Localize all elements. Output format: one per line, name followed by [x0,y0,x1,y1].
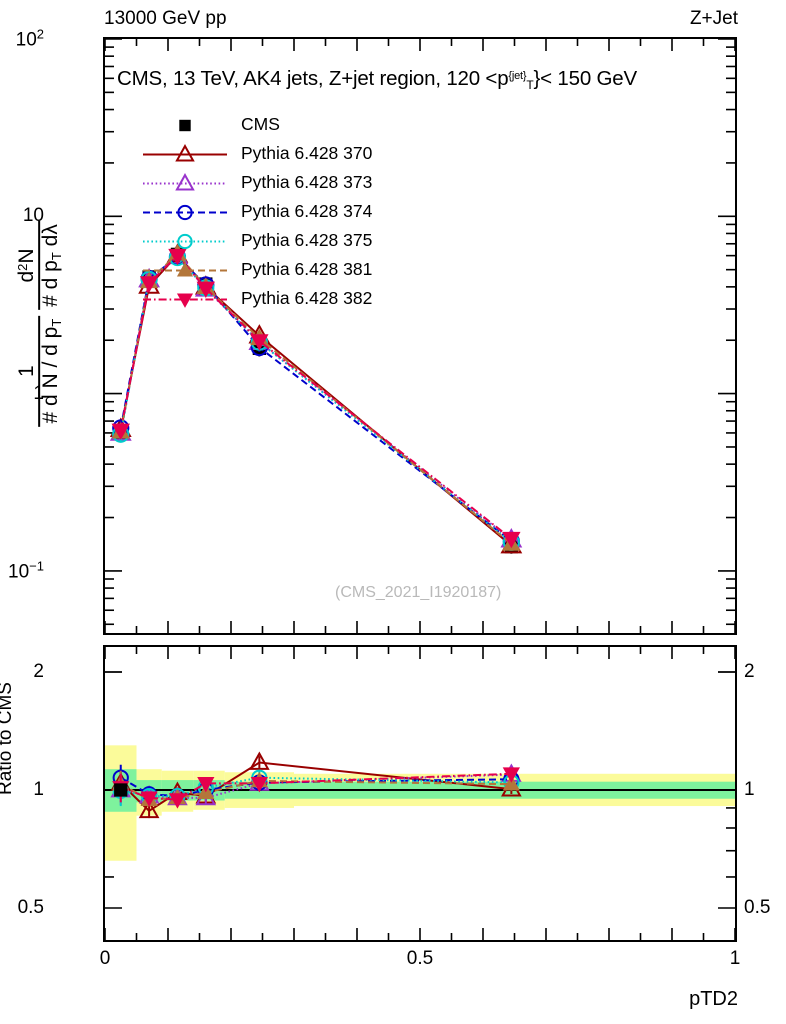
ratio-y-tick-label-right: 1 [744,779,755,800]
y-tick-label: 10−1 [8,558,44,583]
data-marker [177,204,193,221]
data-marker [175,173,195,191]
yaxis-den1-sub: T [49,318,65,327]
y-axis-title: 1 # d N / d pT d2N # d pT dλ [15,134,65,514]
data-marker [176,293,194,308]
plot-title-sub: T [526,78,534,92]
series-line [119,254,512,541]
analysis-id-watermark: (CMS_2021_I1920187) [335,584,502,601]
data-marker [250,776,268,793]
legend-label: Pythia 6.428 373 [241,172,373,192]
ratio-series-line [120,773,512,799]
data-marker [177,233,193,250]
data-marker [140,791,158,807]
data-marker [168,248,187,266]
legend-label: Pythia 6.428 374 [241,201,373,221]
ratio-y-axis-title: Ratio to CMS [0,682,16,795]
x-tick-label: 0.5 [406,948,434,969]
plot-title-pre: CMS, 13 TeV, AK4 jets, Z+jet region, 120… [117,67,509,90]
legend-key-open-triangle-up-icon [137,169,233,198]
y-tick-label: 1 [33,382,44,404]
ratio-y-tick-label-right: 2 [744,660,755,682]
data-marker [138,799,160,819]
legend-key-filled-triangle-up-icon [137,256,233,285]
plot-title-post: }< 150 GeV [533,67,638,90]
ratio-y-tick-label: 1 [33,779,44,800]
yaxis-den1-pre: # d N / d p [39,326,63,424]
x-tick-label: 0 [99,948,111,969]
legend-label: Pythia 6.428 381 [241,259,373,279]
legend-key-filled-square-icon [137,111,233,140]
data-marker [111,423,130,441]
data-marker [249,751,270,770]
data-marker [196,281,215,299]
yaxis-den2-post: dλ [39,224,63,253]
legend-key-open-circle-icon [137,227,233,256]
data-marker [175,144,195,162]
yaxis-den2-sub: T [49,252,65,261]
yaxis-num2-pre: d [15,270,39,283]
legend-label: CMS [241,114,280,134]
beam-energy-label: 13000 GeV pp [104,8,227,29]
ratio-series-line [120,761,512,813]
legend-label: Pythia 6.428 370 [241,143,373,163]
main-plot-canvas [105,39,735,633]
y-tick-label: 10 [22,205,44,227]
main-plot-panel: CMS, 13 TeV, AK4 jets, Z+jet region, 120… [103,37,737,635]
legend-label: Pythia 6.428 382 [241,288,373,308]
legend-label: Pythia 6.428 375 [241,230,373,250]
data-marker [502,531,521,549]
series-line [119,254,512,540]
data-marker [168,793,187,809]
data-marker [502,775,520,791]
y-tick-label: 102 [15,26,44,51]
data-marker [502,767,520,783]
ratio-series-line [120,772,512,801]
legend-key-open-triangle-up-icon [137,140,233,169]
x-axis-title: pTD2 [689,988,738,1010]
yaxis-den2-pre: # d p [39,260,63,307]
data-marker [179,119,191,132]
yaxis-num2-sup: 2 [15,263,31,271]
data-marker [250,334,269,351]
x-tick-label: 1 [729,948,741,969]
process-label: Z+Jet [689,8,738,29]
data-marker [176,262,194,277]
plot-title: CMS, 13 TeV, AK4 jets, Z+jet region, 120… [117,67,637,92]
plot-title-sup: {jet} [508,70,527,82]
ratio-plot-canvas [105,647,735,940]
ratio-y-tick-label-right: 0.5 [744,897,771,918]
ratio-plot-panel [103,645,737,942]
ratio-y-tick-label: 0.5 [17,897,44,918]
legend-key-open-circle-icon [137,198,233,227]
legend-key-filled-triangle-down-icon [137,285,233,314]
yaxis-num2-post: N [15,248,39,264]
data-marker [114,783,128,797]
data-marker [139,276,159,293]
data-marker [197,776,215,793]
ratio-y-tick-label: 2 [33,660,44,682]
